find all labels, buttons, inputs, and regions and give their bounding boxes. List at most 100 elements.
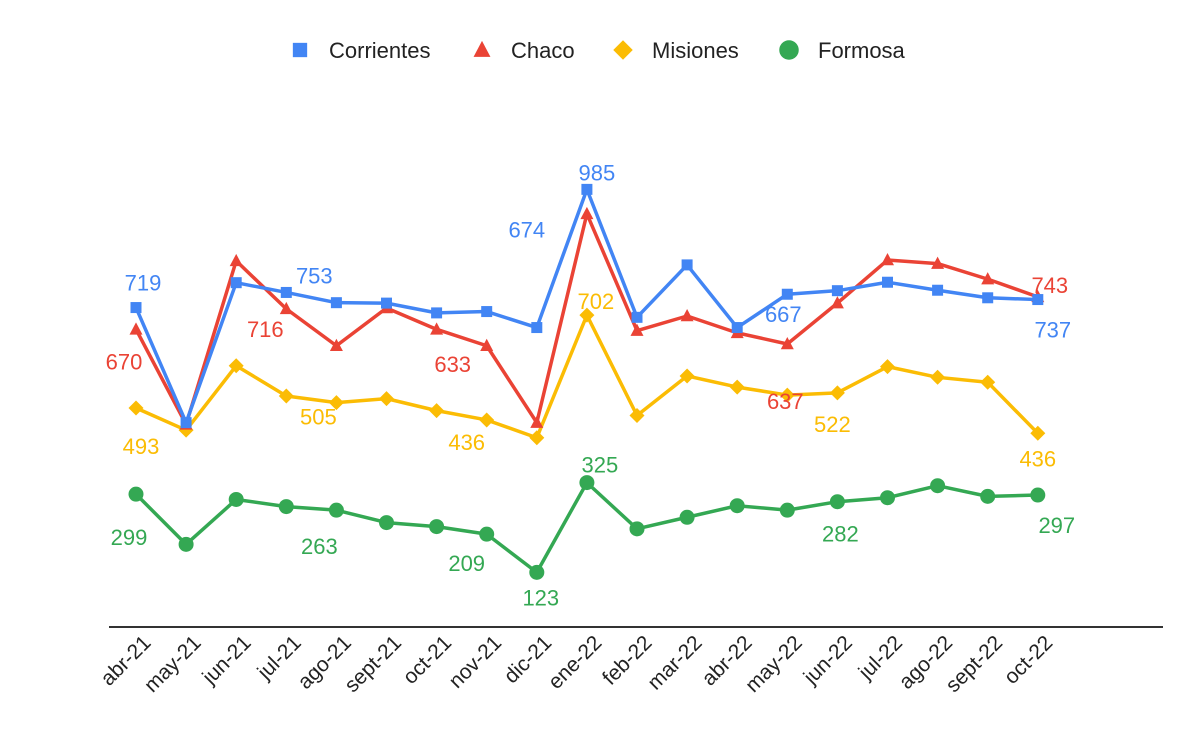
legend-marker-misiones-icon bbox=[613, 40, 633, 60]
x-tick-label: sept-21 bbox=[340, 631, 406, 697]
data-point bbox=[278, 499, 294, 515]
series-corrientes bbox=[130, 183, 1044, 429]
legend-marker-formosa-icon bbox=[779, 40, 799, 60]
data-point bbox=[330, 297, 342, 309]
data-point bbox=[830, 296, 844, 309]
data-label-formosa: 297 bbox=[1038, 513, 1075, 538]
data-point bbox=[381, 297, 392, 309]
data-point bbox=[379, 515, 394, 531]
data-point bbox=[531, 322, 543, 334]
x-tick-label: may-22 bbox=[741, 631, 807, 697]
data-label-chaco: 716 bbox=[247, 317, 284, 342]
data-label-formosa: 325 bbox=[582, 453, 619, 478]
data-point bbox=[982, 292, 994, 304]
data-point bbox=[530, 415, 544, 428]
data-point bbox=[579, 475, 595, 491]
data-point bbox=[829, 385, 845, 401]
data-point bbox=[729, 379, 745, 395]
data-point bbox=[329, 338, 343, 352]
data-point bbox=[880, 490, 895, 506]
data-point bbox=[581, 183, 593, 195]
x-tick-labels: abr-21may-21jun-21jul-21ago-21sept-21oct… bbox=[96, 631, 1057, 697]
data-point bbox=[228, 358, 244, 374]
data-point bbox=[1032, 294, 1044, 306]
x-tick-label: nov-21 bbox=[445, 631, 507, 693]
data-point bbox=[431, 307, 443, 319]
data-label-chaco: 633 bbox=[434, 352, 471, 377]
data-point bbox=[1030, 487, 1046, 503]
data-label-misiones: 436 bbox=[1019, 446, 1056, 471]
x-tick-label: sept-22 bbox=[941, 631, 1007, 697]
series-layer bbox=[128, 183, 1046, 580]
series-formosa bbox=[128, 475, 1046, 580]
data-point bbox=[579, 307, 595, 323]
legend-marker-corrientes-icon bbox=[292, 42, 308, 58]
data-label-misiones: 505 bbox=[300, 405, 337, 430]
data-point bbox=[629, 408, 645, 424]
data-point bbox=[529, 430, 545, 446]
data-point bbox=[430, 322, 444, 335]
legend-label: Formosa bbox=[818, 38, 906, 63]
data-point bbox=[580, 206, 594, 220]
data-label-formosa: 209 bbox=[448, 551, 485, 576]
data-point bbox=[930, 478, 946, 494]
data-point bbox=[780, 336, 794, 350]
data-point bbox=[479, 526, 495, 542]
data-label-misiones: 493 bbox=[123, 434, 160, 459]
data-label-chaco: 637 bbox=[767, 389, 804, 414]
data-label-corrientes: 737 bbox=[1034, 318, 1071, 343]
series-chaco bbox=[129, 206, 1045, 430]
legend-item-corrientes: Corrientes bbox=[292, 38, 430, 63]
data-label-formosa: 123 bbox=[522, 585, 559, 610]
legend-label: Corrientes bbox=[329, 38, 430, 63]
data-label-formosa: 299 bbox=[111, 525, 148, 550]
data-point bbox=[529, 564, 545, 580]
data-label-corrientes: 667 bbox=[765, 302, 802, 327]
data-label-misiones: 522 bbox=[814, 412, 851, 437]
data-label-misiones: 702 bbox=[578, 289, 615, 314]
data-point bbox=[429, 519, 445, 535]
data-point bbox=[128, 486, 144, 502]
data-point bbox=[679, 368, 695, 384]
data-point bbox=[479, 412, 495, 428]
data-label-chaco: 670 bbox=[106, 349, 143, 374]
x-tick-label: ene-22 bbox=[544, 631, 607, 694]
data-point bbox=[880, 359, 895, 375]
data-point bbox=[679, 509, 695, 525]
data-point bbox=[230, 277, 242, 289]
legend-item-misiones: Misiones bbox=[613, 38, 739, 63]
data-point bbox=[328, 502, 344, 518]
data-point bbox=[729, 498, 745, 514]
data-label-corrientes: 719 bbox=[125, 271, 162, 296]
data-label-misiones: 436 bbox=[448, 430, 485, 455]
data-point bbox=[379, 391, 394, 407]
data-point bbox=[1030, 425, 1046, 441]
data-point bbox=[779, 387, 795, 403]
data-point bbox=[180, 417, 192, 429]
x-tick-label: jun-22 bbox=[799, 631, 857, 689]
data-point bbox=[882, 276, 893, 288]
data-point bbox=[980, 488, 996, 504]
legend-label: Misiones bbox=[652, 38, 739, 63]
data-point bbox=[981, 272, 995, 285]
data-point bbox=[881, 253, 894, 266]
data-point bbox=[130, 302, 142, 314]
legend-marker-chaco-icon bbox=[473, 40, 491, 57]
data-point bbox=[980, 374, 996, 390]
data-point bbox=[731, 322, 743, 334]
data-point bbox=[480, 338, 494, 352]
data-point bbox=[328, 395, 344, 411]
x-tick-label: mar-22 bbox=[643, 631, 706, 694]
data-point bbox=[178, 536, 194, 552]
data-point bbox=[631, 311, 643, 323]
data-point bbox=[229, 253, 243, 267]
series-line-formosa bbox=[134, 480, 1038, 575]
x-tick-label: jun-21 bbox=[197, 631, 255, 689]
data-label-chaco: 743 bbox=[1031, 273, 1068, 298]
data-point bbox=[481, 306, 493, 318]
data-label-formosa: 282 bbox=[822, 522, 859, 547]
data-labels: 719 753 674 985 667 737 670 716 633 637 743 493 505 4… bbox=[106, 160, 1076, 610]
legend-item-formosa: Formosa bbox=[779, 38, 906, 63]
data-label-corrientes: 985 bbox=[579, 160, 616, 185]
